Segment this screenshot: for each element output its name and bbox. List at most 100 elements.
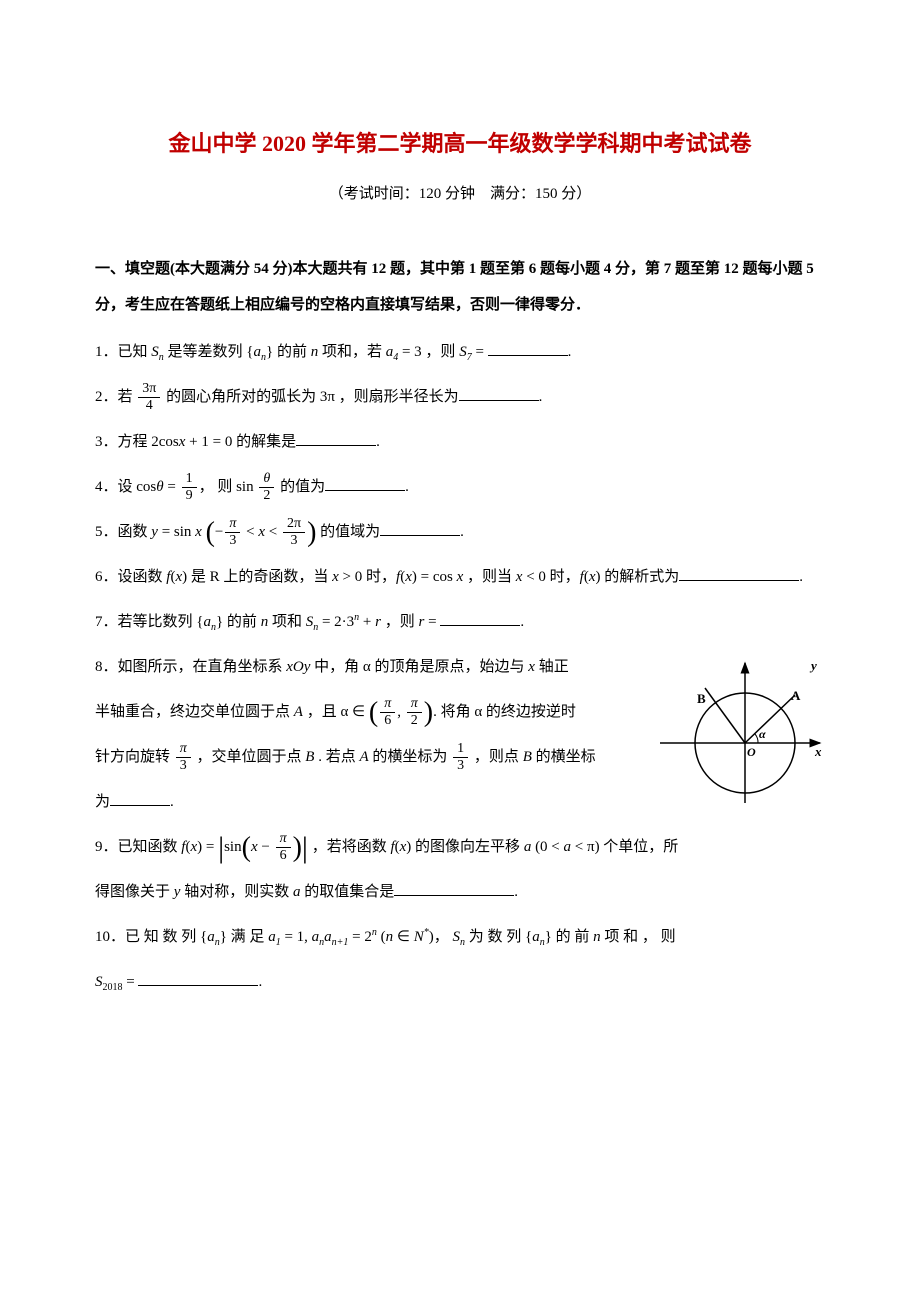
q10-n: n [386,929,394,945]
q8-n3: π [176,741,191,759]
q1-m2: 的前 [273,344,311,360]
q7-m3: ，则 [381,614,419,630]
question-9: 9．已知函数 f(x) = |sin(x − π6)| ，若将函数 f(x) 的… [95,828,825,867]
q6-m1: 是 R 上的奇函数，当 [187,569,332,585]
q7-end: = [424,614,440,630]
question-8-line4: 为. [95,783,645,822]
question-3: 3．方程 2cosx + 1 = 0 的解集是. [95,423,825,462]
q7-eq: = 2·3 [318,614,354,630]
q8-period: . [170,794,174,810]
q10-m2: 为 数 列 [465,929,525,945]
q10-period: . [258,974,262,990]
q9-rp: ) [293,834,302,862]
q4-mid2: 的值为 [276,479,325,495]
q4-den2: 2 [259,488,274,505]
unit-circle-diagram: y x A B O α [655,658,825,808]
question-8-figure: y x A B O α [655,648,825,821]
q5-pre: 5．函数 [95,524,151,540]
question-8-text: 8．如图所示，在直角坐标系 xOy 中，角 α 的顶角是原点，始边与 x 轴正 … [95,648,645,828]
q9-a2: a [564,839,572,855]
question-7: 7．若等比数列 {an} 的前 n 项和 Sn = 2·3n + r ，则 r … [95,603,825,642]
q10-rb: } [220,929,227,945]
question-9-line2: 得图像关于 y 轴对称，则实数 a 的取值集合是. [95,873,825,912]
q8-m8: ，则点 [470,749,523,765]
q10-an3: a [324,929,332,945]
question-2: 2．若 3π4 的圆心角所对的弧长为 3π ，则扇形半径长为. [95,378,825,417]
q7-pre: 7．若等比数列 [95,614,196,630]
q2-blank [459,386,539,401]
q9-sin: sin [224,839,242,855]
q8-n2: π [407,696,422,714]
q2-num: 3π [138,381,160,399]
q8-A2: A [359,749,368,765]
q6-f3: f [580,569,584,585]
q6-lt: < 0 时， [522,569,579,585]
q7-m2: 项和 [268,614,306,630]
q8-f1: π6 [380,696,395,731]
q10-an4: a [532,929,540,945]
q2-mid: 的圆心角所对的弧长为 3π ，则扇形半径长为 [162,389,458,405]
q9-m4: 的取值集合是 [300,884,394,900]
fig-label-y: y [809,658,817,673]
q8-d2: 2 [407,713,422,730]
q9-range2: < π) 个单位，所 [571,839,678,855]
q4-pre: 4．设 cos [95,479,156,495]
q8-l2a: 半轴重合，终边交单位圆于点 [95,704,294,720]
q9-m1: ，若将函数 [308,839,391,855]
q8-comma: , [397,704,405,720]
q1-m3: 项和，若 [318,344,386,360]
q5-frac1: π3 [225,516,240,551]
q4-eq: = [164,479,180,495]
q2-frac: 3π4 [138,381,160,416]
q5-period: . [460,524,464,540]
q9-lp: ( [242,834,251,862]
section-1-header: 一、填空题(本大题满分 54 分)本大题共有 12 题，其中第 1 题至第 6 … [95,251,825,323]
q10-eq3: = [123,974,139,990]
q5-y: y [151,524,158,540]
q8-l4: 为 [95,794,110,810]
q10-m3: 的 前 [552,929,593,945]
q4-mid: ， 则 sin [199,479,258,495]
fig-label-alpha: α [759,727,766,741]
q10-n2: n [593,929,601,945]
q10-an3-sub: n+1 [332,937,349,948]
q8-d4: 3 [453,758,468,775]
q10-pre: 10．已 知 数 列 [95,929,200,945]
q9-pre: 9．已知函数 [95,839,181,855]
q6-f2: f [396,569,400,585]
q5-eq: = sin [158,524,195,540]
q10-blank [138,971,258,986]
q7-blank [440,611,520,626]
q9-range: (0 < [531,839,563,855]
q10-nstar: N [414,929,424,945]
q1-text: 1．已知 [95,344,151,360]
q8-x: x [528,659,535,675]
q9-den: 6 [276,848,291,865]
q6-m3: 的解析式为 [601,569,680,585]
q8-l3a: 针方向旋转 [95,749,174,765]
q9-m3: 轴对称，则实数 [180,884,293,900]
q8-f4: 13 [453,741,468,776]
fig-label-B: B [697,691,706,706]
q4-period: . [405,479,409,495]
q9-x: x [190,839,197,855]
q2-den: 4 [138,398,160,415]
q5-rparen: ) [307,519,316,547]
q8-m7: 的横坐标为 [369,749,452,765]
q8-f2: π2 [407,696,422,731]
q6-pre: 6．设函数 [95,569,166,585]
q10-m1: 满 足 [227,929,268,945]
q8-d1: 6 [380,713,395,730]
q8-m4: . 将角 α 的终边按逆时 [433,704,576,720]
q7-period: . [520,614,524,630]
q5-lparen: ( [206,519,215,547]
q3-blank [296,431,376,446]
q10-eq1: = 1, [281,929,312,945]
q9-frac: π6 [276,831,291,866]
q6-eq: = cos [417,569,457,585]
q5-num1: π [225,516,240,534]
q4-num2: θ [259,471,274,489]
q8-m3: ，且 α ∈ [303,704,369,720]
q5-num2: 2π [283,516,305,534]
q7-plus: + [359,614,375,630]
